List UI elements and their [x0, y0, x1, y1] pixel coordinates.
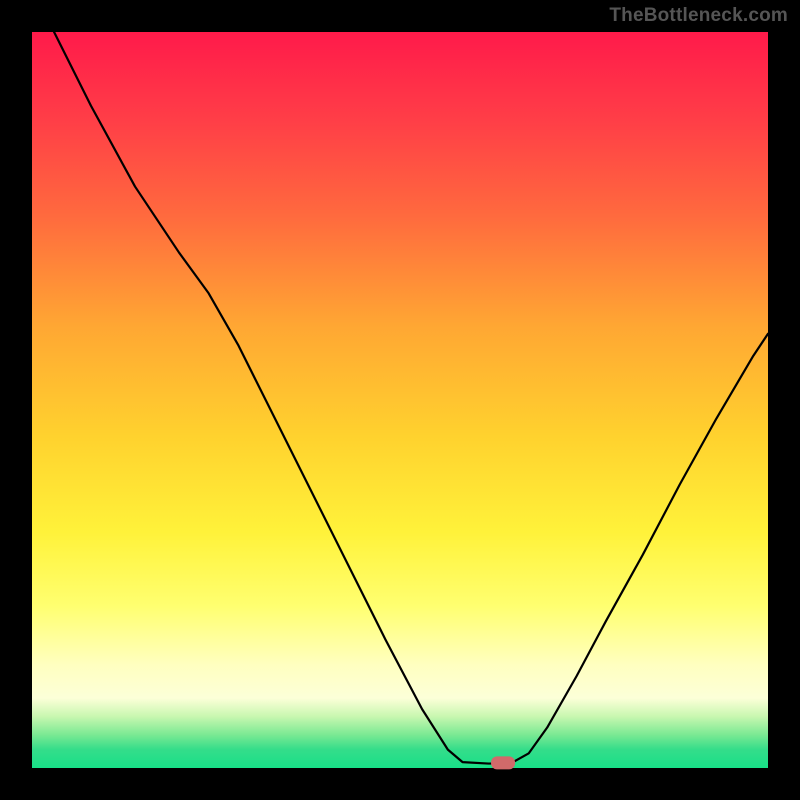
optimal-marker — [491, 756, 515, 769]
watermark-text: TheBottleneck.com — [609, 5, 788, 27]
plot-background — [32, 32, 768, 768]
chart-container: { "watermark": { "text": "TheBottleneck.… — [0, 0, 800, 800]
bottleneck-chart — [0, 0, 800, 800]
